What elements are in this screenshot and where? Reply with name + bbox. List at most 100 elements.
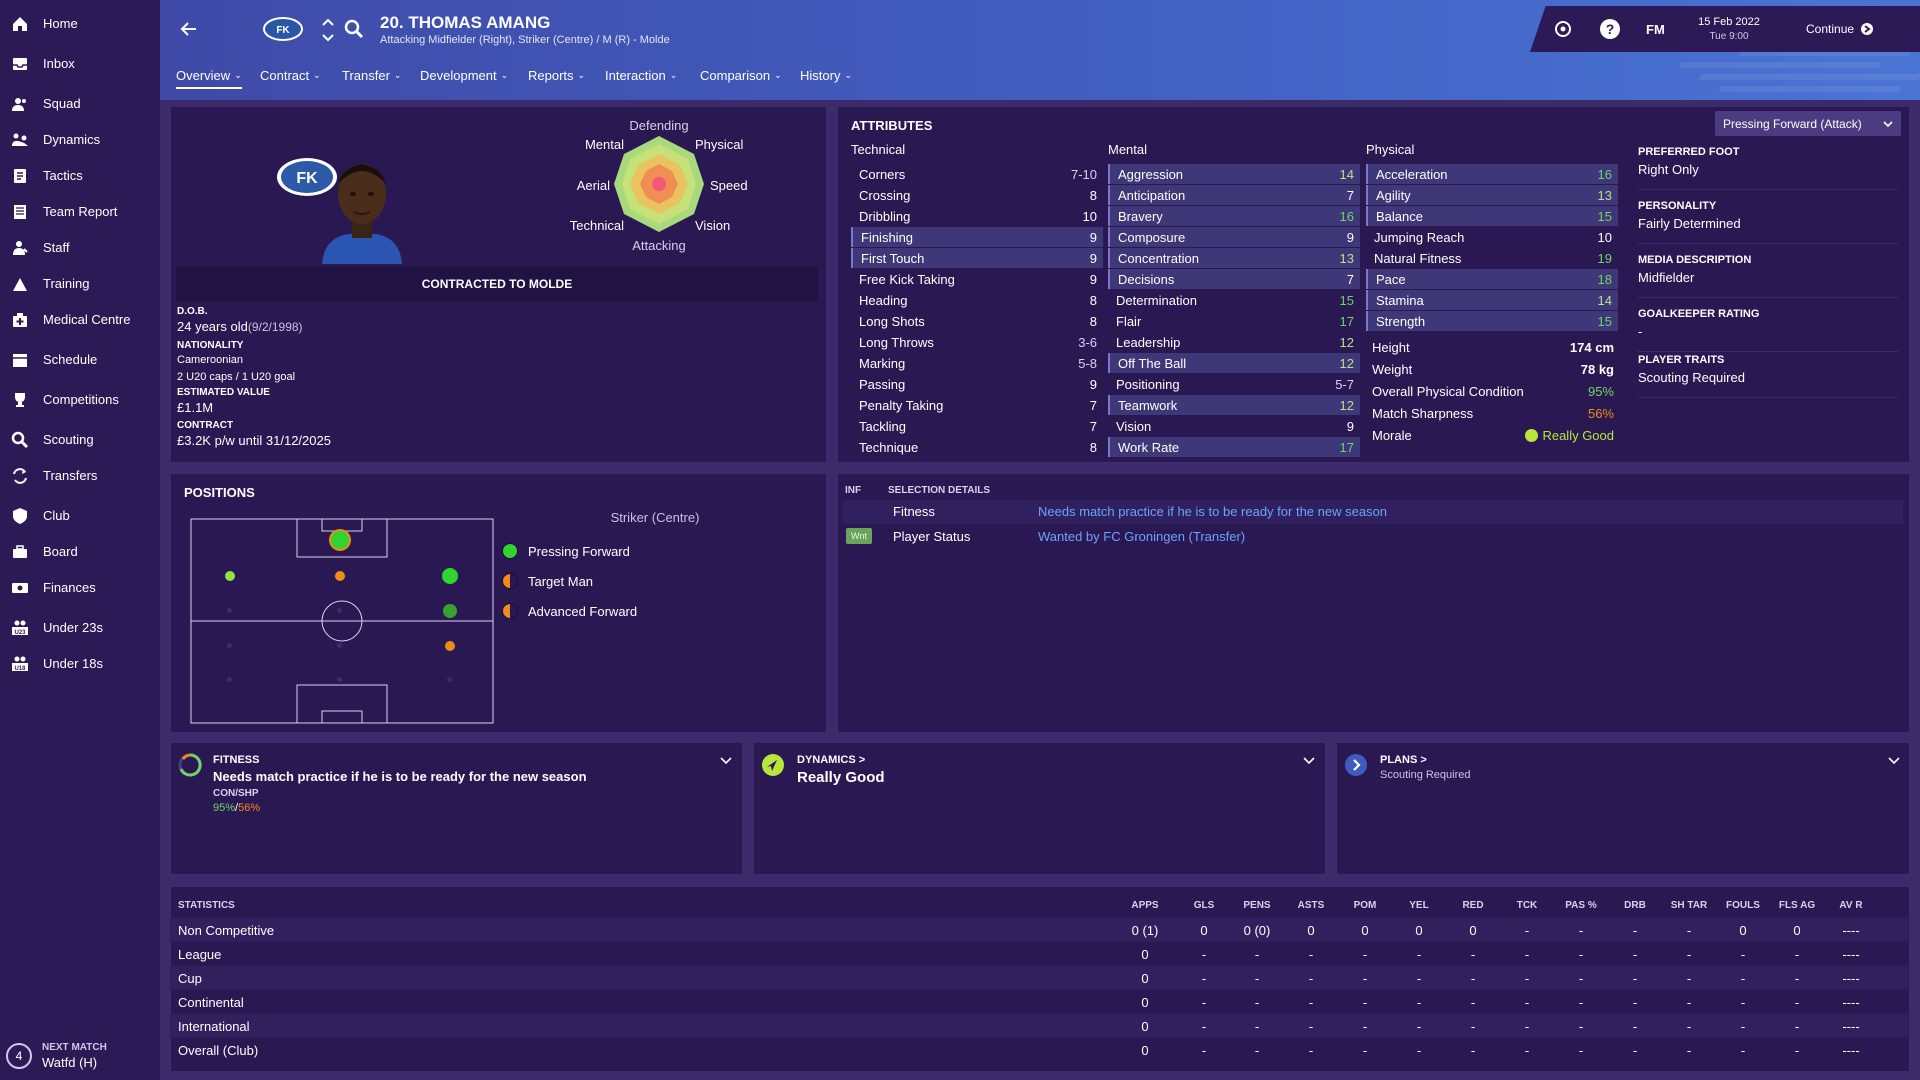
pitch-position-empty[interactable]	[227, 608, 232, 613]
attr-leadership[interactable]: Leadership 12	[1108, 332, 1360, 352]
stat-column-fouls[interactable]: FOULS	[1726, 900, 1760, 911]
sidebar-item-transfers[interactable]: Transfers	[0, 460, 160, 490]
sidebar-item-medical-centre[interactable]: Medical Centre	[0, 304, 160, 334]
role-select[interactable]: Pressing Forward (Attack)	[1715, 111, 1901, 136]
selection-value[interactable]: Needs match practice if he is to be read…	[1038, 504, 1388, 519]
sidebar-item-inbox[interactable]: Inbox	[0, 48, 160, 78]
sidebar-item-team-report[interactable]: Team Report	[0, 196, 160, 226]
search-button[interactable]	[344, 19, 364, 39]
pitch-position[interactable]	[335, 571, 345, 581]
dynamics-card-expand[interactable]	[1303, 753, 1315, 771]
pitch-position-empty[interactable]	[447, 677, 452, 682]
sidebar-item-competitions[interactable]: Competitions	[0, 384, 160, 414]
stat-column-av-r[interactable]: AV R	[1839, 900, 1863, 911]
attr-technique[interactable]: Technique 8	[851, 437, 1103, 457]
stat-row-cup[interactable]: Cup 0- - - - - - - - - - - - ----	[170, 966, 1908, 990]
attr-penalty-taking[interactable]: Penalty Taking 7	[851, 395, 1103, 415]
attr-jumping-reach[interactable]: Jumping Reach 10	[1366, 227, 1618, 247]
tab-comparison[interactable]: Comparison ⌄	[700, 68, 782, 83]
sidebar-item-under-23s[interactable]: U23 Under 23s	[0, 612, 160, 642]
stat-row-league[interactable]: League 0- - - - - - - - - - - - ----	[170, 942, 1908, 966]
stat-row-overall-club-[interactable]: Overall (Club) 0- - - - - - - - - - - - ----	[170, 1038, 1908, 1062]
tab-overview[interactable]: Overview ⌄	[176, 68, 242, 89]
role-target-man[interactable]: Target Man	[502, 572, 593, 590]
tab-reports[interactable]: Reports ⌄	[528, 68, 585, 83]
sidebar-item-scouting[interactable]: Scouting	[0, 424, 160, 454]
attr-decisions[interactable]: Decisions 7	[1108, 269, 1360, 289]
attr-teamwork[interactable]: Teamwork 12	[1108, 395, 1360, 415]
attr-agility[interactable]: Agility 13	[1366, 185, 1618, 205]
stat-row-non-competitive[interactable]: Non Competitive 0 (1) 0 0 (0) 0 0 0 0- - - -0 0 ----	[170, 918, 1908, 942]
pitch-position-empty[interactable]	[337, 608, 342, 613]
attr-composure[interactable]: Composure 9	[1108, 227, 1360, 247]
selection-value[interactable]: Wanted by FC Groningen (Transfer)	[1038, 529, 1246, 544]
stat-column-yel[interactable]: YEL	[1409, 900, 1429, 911]
tab-history[interactable]: History ⌄	[800, 68, 852, 83]
attr-positioning[interactable]: Positioning 5-7	[1108, 374, 1360, 394]
stat-column-fls-ag[interactable]: FLS AG	[1778, 900, 1816, 911]
attr-off-the-ball[interactable]: Off The Ball 12	[1108, 353, 1360, 373]
attr-long-shots[interactable]: Long Shots 8	[851, 311, 1103, 331]
tab-transfer[interactable]: Transfer ⌄	[342, 68, 401, 83]
attr-aggression[interactable]: Aggression 14	[1108, 164, 1360, 184]
attr-determination[interactable]: Determination 15	[1108, 290, 1360, 310]
attr-pace[interactable]: Pace 18	[1366, 269, 1618, 289]
attr-vision[interactable]: Vision 9	[1108, 416, 1360, 436]
role-advanced-forward[interactable]: Advanced Forward	[502, 602, 637, 620]
prev-next-player-button[interactable]	[320, 16, 336, 44]
pitch-position-empty[interactable]	[227, 677, 232, 682]
stat-column-drb[interactable]: DRB	[1624, 900, 1646, 911]
attr-passing[interactable]: Passing 9	[851, 374, 1103, 394]
attr-balance[interactable]: Balance 15	[1366, 206, 1618, 226]
next-match[interactable]: 4 NEXT MATCH Watfd (H)	[6, 1040, 156, 1074]
attr-dribbling[interactable]: Dribbling 10	[851, 206, 1103, 226]
attr-free-kick-taking[interactable]: Free Kick Taking 9	[851, 269, 1103, 289]
sidebar-item-under-18s[interactable]: U18 Under 18s	[0, 648, 160, 678]
stat-column-apps[interactable]: APPS	[1131, 900, 1159, 911]
sidebar-item-board[interactable]: Board	[0, 536, 160, 566]
stat-column-asts[interactable]: ASTS	[1297, 900, 1325, 911]
fm-menu-button[interactable]: FM	[1646, 22, 1665, 37]
attr-long-throws[interactable]: Long Throws 3-6	[851, 332, 1103, 352]
stat-column-tck[interactable]: TCK	[1516, 900, 1538, 911]
attr-heading[interactable]: Heading 8	[851, 290, 1103, 310]
fitness-card-expand[interactable]	[720, 753, 732, 771]
dynamics-card-title[interactable]: DYNAMICS >	[797, 754, 866, 766]
continue-button[interactable]: Continue	[1806, 22, 1874, 36]
pitch-position[interactable]	[225, 571, 235, 581]
plans-card-title[interactable]: PLANS >	[1380, 754, 1427, 766]
sidebar-item-training[interactable]: Training	[0, 268, 160, 298]
sidebar-item-dynamics[interactable]: Dynamics	[0, 124, 160, 154]
pitch-position[interactable]	[442, 568, 458, 584]
attr-work-rate[interactable]: Work Rate 17	[1108, 437, 1360, 457]
sidebar-item-home[interactable]: Home	[0, 8, 160, 38]
stat-column-gls[interactable]: GLS	[1193, 900, 1215, 911]
attr-strength[interactable]: Strength 15	[1366, 311, 1618, 331]
attr-acceleration[interactable]: Acceleration 16	[1366, 164, 1618, 184]
tab-interaction[interactable]: Interaction ⌄	[605, 68, 677, 83]
attr-crossing[interactable]: Crossing 8	[851, 185, 1103, 205]
stat-row-continental[interactable]: Continental 0- - - - - - - - - - - - ----	[170, 990, 1908, 1014]
attr-finishing[interactable]: Finishing 9	[851, 227, 1103, 247]
pitch-position-empty[interactable]	[337, 677, 342, 682]
attr-anticipation[interactable]: Anticipation 7	[1108, 185, 1360, 205]
attr-first-touch[interactable]: First Touch 9	[851, 248, 1103, 268]
pitch-position-empty[interactable]	[227, 643, 232, 648]
tab-contract[interactable]: Contract ⌄	[260, 68, 321, 83]
stat-row-international[interactable]: International 0- - - - - - - - - - - - ----	[170, 1014, 1908, 1038]
attr-stamina[interactable]: Stamina 14	[1366, 290, 1618, 310]
role-pressing-forward[interactable]: Pressing Forward	[502, 542, 630, 560]
pitch-position-empty[interactable]	[337, 643, 342, 648]
sidebar-item-club[interactable]: Club	[0, 500, 160, 530]
attr-corners[interactable]: Corners 7-10	[851, 164, 1103, 184]
sidebar-item-schedule[interactable]: Schedule	[0, 344, 160, 374]
stat-column-sh-tar[interactable]: SH TAR	[1670, 900, 1708, 911]
attr-marking[interactable]: Marking 5-8	[851, 353, 1103, 373]
pitch-position[interactable]	[443, 604, 457, 618]
sidebar-item-finances[interactable]: Finances	[0, 572, 160, 602]
sidebar-item-staff[interactable]: Staff	[0, 232, 160, 262]
plans-card-expand[interactable]	[1888, 753, 1900, 771]
back-button[interactable]	[178, 18, 200, 40]
stat-column-pas-[interactable]: PAS %	[1565, 900, 1597, 911]
ball-button[interactable]	[1554, 20, 1572, 38]
